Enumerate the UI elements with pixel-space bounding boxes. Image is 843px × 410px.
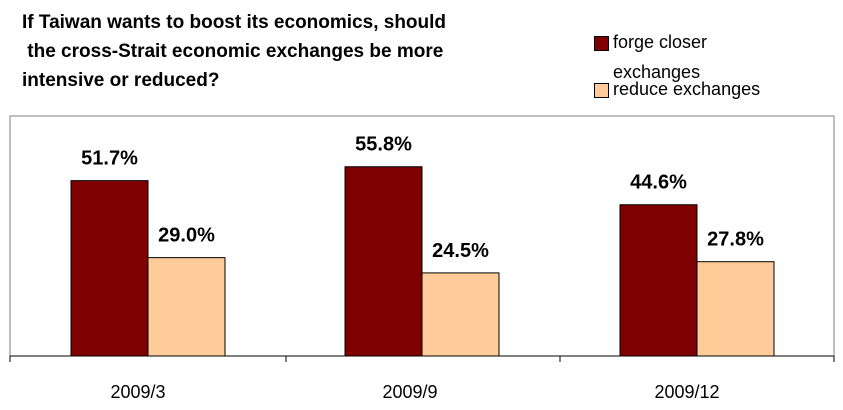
data-label-reduce-2009-12: 27.8%	[707, 229, 764, 251]
chart-title: If Taiwan wants to boost its economics, …	[22, 8, 582, 95]
bar-reduce-2009-12	[696, 261, 775, 357]
legend-label-forge-closer-line-1: forge closer	[613, 32, 708, 52]
data-label-forge-closer-2009-3: 51.7%	[81, 148, 138, 170]
x-tick-label-2009-12: 2009/12	[654, 382, 720, 402]
bars-group	[70, 166, 775, 357]
data-labels-group: 51.7% 29.0% 55.8% 24.5% 44.6% 27.8%	[81, 134, 764, 262]
x-tick-label-2009-3: 2009/3	[110, 382, 166, 402]
legend-swatch-reduce	[594, 83, 609, 98]
chart-title-line-2: the cross-Strait economic exchanges be m…	[22, 41, 444, 62]
bar-reduce-2009-3	[147, 257, 226, 357]
bar-forge-closer-2009-3	[70, 180, 149, 357]
chart-legend: forge closer exchanges reduce exchanges	[594, 30, 834, 105]
data-label-reduce-2009-9: 24.5%	[432, 240, 489, 262]
x-axis-ticks	[9, 356, 835, 362]
bar-forge-closer-2009-9	[344, 166, 423, 357]
data-label-forge-closer-2009-12: 44.6%	[630, 172, 687, 194]
legend-label-forge-closer-line-2: exchanges	[613, 62, 701, 82]
legend-swatch-forge-closer	[594, 36, 609, 51]
chart-title-line-1: If Taiwan wants to boost its economics, …	[22, 12, 447, 33]
bar-forge-closer-2009-12	[619, 204, 698, 357]
legend-label-reduce: reduce exchanges	[613, 79, 761, 99]
bar-reduce-2009-9	[421, 272, 500, 357]
x-tick-label-2009-9: 2009/9	[382, 382, 438, 402]
chart-title-line-3: intensive or reduced?	[22, 70, 220, 91]
data-label-forge-closer-2009-9: 55.8%	[355, 134, 412, 156]
data-label-reduce-2009-3: 29.0%	[158, 225, 215, 247]
